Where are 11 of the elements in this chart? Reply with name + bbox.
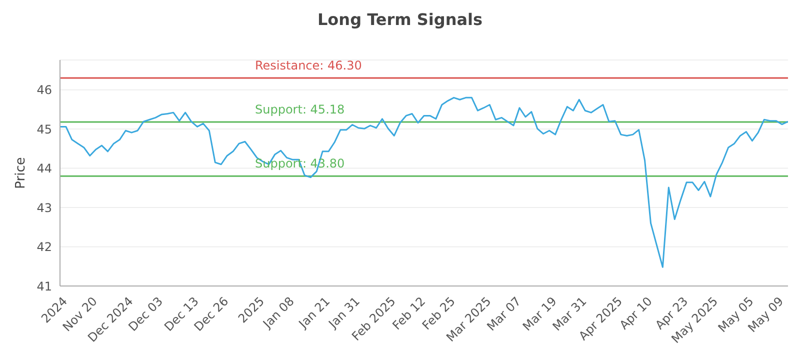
chart-title: Long Term Signals <box>316 9 484 31</box>
line-series <box>60 96 788 268</box>
ref-line-label: Support: 45.18 <box>255 102 345 117</box>
y-tick-label: 46 <box>36 83 52 98</box>
y-tick-label: 44 <box>36 162 52 176</box>
ref-line-label: Resistance: 46.30 <box>255 58 362 73</box>
y-axis-title: Price <box>14 157 29 189</box>
y-tick-label: 41 <box>36 279 52 294</box>
y-tick-label: 42 <box>36 240 52 254</box>
y-tick-label: 43 <box>36 200 52 215</box>
y-tick-label: 45 <box>36 122 52 136</box>
